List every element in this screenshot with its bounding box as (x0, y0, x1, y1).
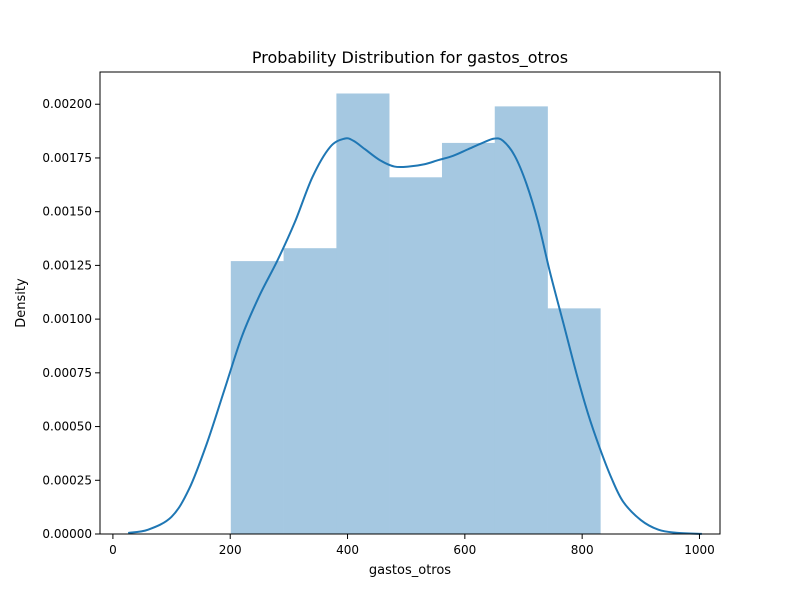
histogram-bar (547, 308, 601, 534)
axes-frame (99, 71, 721, 535)
y-tick-label: 0.00175 (42, 151, 92, 165)
histogram-bar (230, 261, 284, 534)
y-tick-label: 0.00050 (42, 420, 92, 434)
y-tick-label: 0.00075 (42, 366, 92, 380)
x-tick-label: 200 (219, 543, 242, 557)
x-tick-label: 0 (109, 543, 117, 557)
histogram-bar (336, 93, 390, 535)
y-tick-label: 0.00000 (42, 527, 92, 541)
histogram-bar (494, 106, 548, 534)
y-tick-label: 0.00150 (42, 205, 92, 219)
histogram-bar (441, 142, 496, 534)
x-tick-label: 800 (571, 543, 594, 557)
y-axis-ticks: 0.00000 0.00025 0.00050 0.00075 0.00100 0.001… (42, 97, 100, 541)
y-tick-label: 0.00125 (42, 258, 92, 272)
histogram-bar (283, 248, 337, 534)
x-axis-ticks: 0 200 400 600 800 1000 (109, 534, 715, 557)
kde-curve (127, 137, 702, 535)
histogram-bars (230, 93, 601, 535)
x-tick-label: 600 (453, 543, 476, 557)
y-tick-label: 0.00100 (42, 312, 92, 326)
y-axis-label: Density (14, 278, 29, 328)
y-tick-label: 0.00025 (42, 473, 92, 487)
chart-title: Probability Distribution for gastos_otro… (252, 48, 568, 68)
x-tick-label: 1000 (684, 543, 715, 557)
y-tick-label: 0.00200 (42, 97, 92, 111)
x-tick-label: 400 (336, 543, 359, 557)
histogram-bar (389, 177, 443, 535)
plot-area (127, 93, 702, 535)
x-axis-label: gastos_otros (369, 563, 451, 578)
